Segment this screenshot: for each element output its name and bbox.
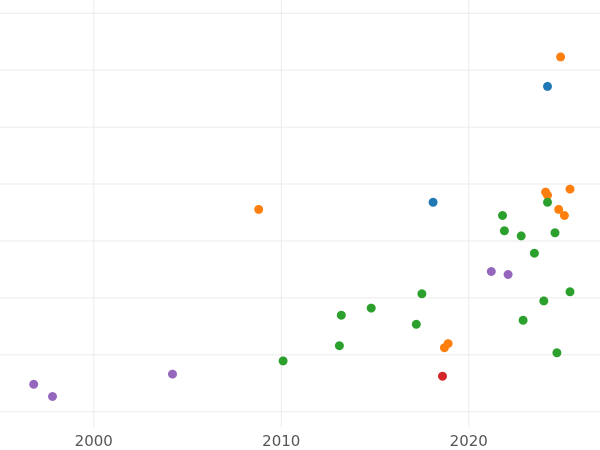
point-layer [29,52,575,401]
scatter-point [550,228,560,238]
x-tick-label: 2000 [75,432,113,450]
scatter-point [543,197,552,207]
scatter-point [48,392,57,401]
scatter-point [417,289,427,299]
scatter-point [543,190,552,200]
scatter-point [543,81,552,91]
scatter-point [411,319,421,329]
scatter-point [428,197,438,207]
scatter-point [438,371,447,381]
scatter-point [503,270,513,279]
scatter-point [168,369,177,379]
scatter-point [556,52,566,62]
tick-layer: 2000 2010 2020 [75,432,488,450]
scatter-point [559,211,569,220]
scatter-point [516,231,526,241]
scatter-point [554,204,564,214]
scatter-point [486,267,496,276]
scatter-point [29,379,39,389]
scatter-point [565,184,575,194]
scatter-point [336,310,346,320]
scatter-point [439,343,449,353]
scatter-point [499,226,509,236]
scatter-point [334,341,344,351]
scatter-point [552,348,562,358]
scatter-point [539,296,549,306]
scatter-point [366,303,376,313]
scatter-point [518,315,528,325]
scatter-point [498,211,507,220]
x-tick-label: 2010 [262,432,300,450]
x-tick-label: 2020 [450,432,488,450]
scatter-point [278,356,288,366]
scatter-point [254,204,264,214]
scatter-point [529,248,539,258]
scatter-point [565,287,575,297]
grid-layer [0,0,600,427]
